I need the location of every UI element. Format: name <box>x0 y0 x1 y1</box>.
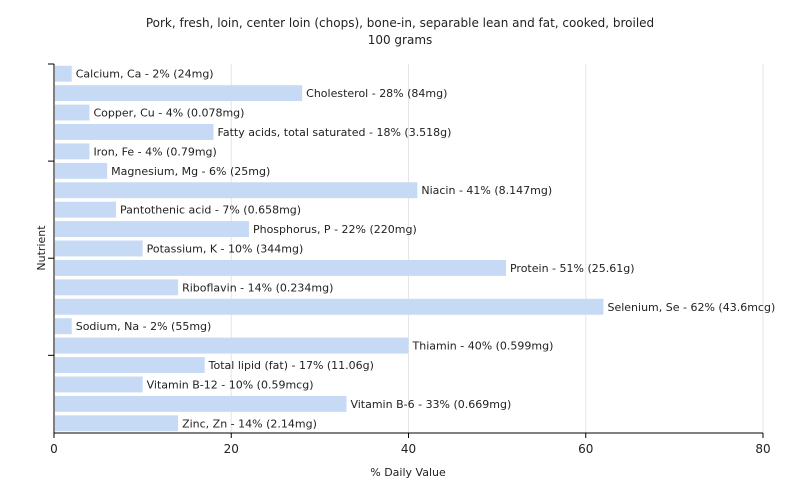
x-tick-label: 40 <box>401 442 416 456</box>
bar <box>55 104 90 121</box>
bar-label: Sodium, Na - 2% (55mg) <box>76 320 212 333</box>
bar-label: Protein - 51% (25.61g) <box>510 262 635 275</box>
x-axis-label: % Daily Value <box>370 466 446 479</box>
bar-label: Phosphorus, P - 22% (220mg) <box>253 223 417 236</box>
bar <box>55 357 205 373</box>
bar-labels: Calcium, Ca - 2% (24mg) Cholesterol - 28%… <box>76 68 776 431</box>
bar <box>55 415 179 432</box>
bar-label: Vitamin B-6 - 33% (0.669mg) <box>350 398 511 411</box>
bar <box>55 337 409 354</box>
bar-label: Total lipid (fat) - 17% (11.06g) <box>208 359 374 372</box>
bar-label: Zinc, Zn - 14% (2.14mg) <box>182 417 317 430</box>
bar <box>55 240 143 257</box>
x-tick-label: 20 <box>224 442 239 456</box>
bar-label: Pantothenic acid - 7% (0.658mg) <box>120 204 301 217</box>
chart-title: Pork, fresh, loin, center loin (chops), … <box>146 16 654 30</box>
bar-label: Fatty acids, total saturated - 18% (3.51… <box>218 126 452 139</box>
bar <box>55 376 143 393</box>
bar-label: Copper, Cu - 4% (0.078mg) <box>93 107 244 120</box>
bar <box>55 279 179 296</box>
bar-label: Vitamin B-12 - 10% (0.59mcg) <box>147 378 314 391</box>
bar <box>55 124 214 140</box>
bar-label: Iron, Fe - 4% (0.79mg) <box>93 145 216 158</box>
bar-label: Selenium, Se - 62% (43.6mcg) <box>607 301 775 314</box>
bar-label: Potassium, K - 10% (344mg) <box>147 243 304 256</box>
bar <box>55 65 72 82</box>
bars <box>55 65 604 432</box>
bar <box>55 182 418 199</box>
axes: 0 20 40 60 80 <box>48 63 771 456</box>
bar-label: Riboflavin - 14% (0.234mg) <box>182 281 333 294</box>
bar <box>55 201 117 218</box>
x-tick-label: 60 <box>578 442 593 456</box>
bar <box>55 85 303 102</box>
bar <box>55 395 347 412</box>
y-axis-label: Nutrient <box>35 225 48 271</box>
bar <box>55 259 506 276</box>
bar-label: Magnesium, Mg - 6% (25mg) <box>111 165 270 178</box>
bar <box>55 162 108 179</box>
bar-label: Niacin - 41% (8.147mg) <box>421 184 552 197</box>
bar <box>55 298 604 315</box>
bar <box>55 221 249 238</box>
bar <box>55 143 90 160</box>
bar-label: Calcium, Ca - 2% (24mg) <box>76 68 214 81</box>
bar-label: Thiamin - 40% (0.599mg) <box>412 340 554 353</box>
gridlines <box>230 64 764 433</box>
bar-label: Cholesterol - 28% (84mg) <box>306 87 447 100</box>
chart-subtitle: 100 grams <box>368 33 433 47</box>
x-tick-label: 0 <box>50 442 58 456</box>
x-tick-label: 80 <box>755 442 770 456</box>
bar <box>55 318 72 335</box>
